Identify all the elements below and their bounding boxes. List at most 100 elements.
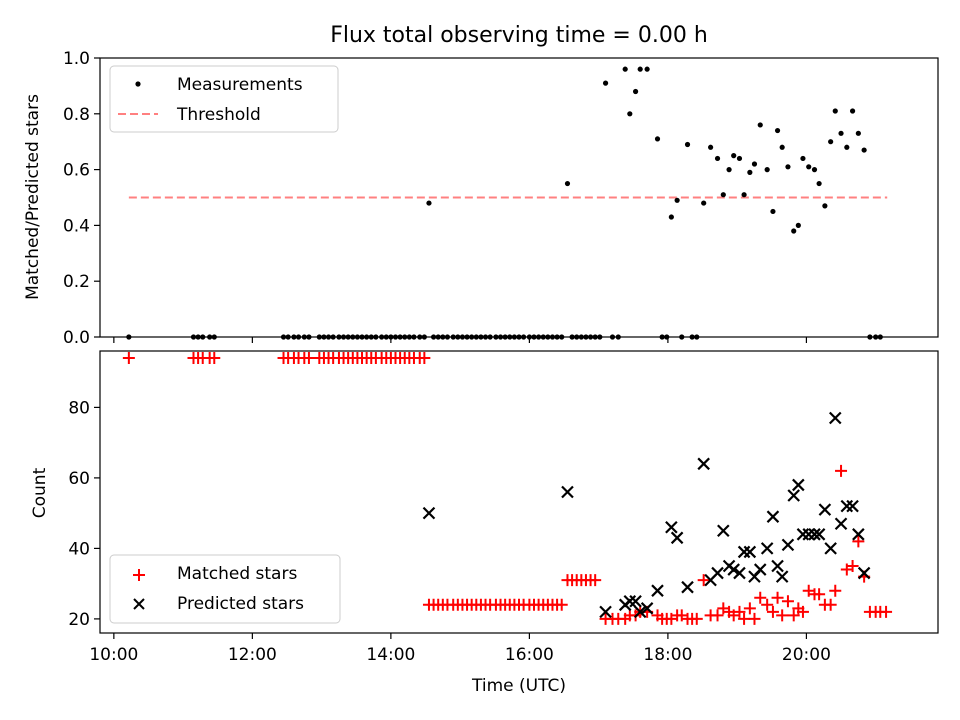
matched-star-point	[776, 609, 789, 622]
measurement-point	[602, 80, 609, 86]
predicted-star-point	[775, 570, 789, 583]
predicted-star-point	[640, 602, 654, 615]
matched-star-point	[589, 574, 602, 587]
top-legend-box	[109, 65, 339, 133]
top-y-tick-label: 0.8	[63, 105, 90, 125]
bottom-legend-box	[109, 554, 341, 624]
bottom-x-tick-label: 20:00	[782, 645, 831, 665]
measurement-point	[838, 130, 844, 136]
matched-star-point	[555, 598, 568, 611]
predicted-star-point	[665, 520, 678, 534]
bottom-x-tick-label: 14:00	[366, 645, 415, 665]
matched-star-point	[771, 591, 784, 604]
measurement-point	[714, 155, 721, 162]
bottom-marks	[122, 352, 893, 625]
measurement-point	[764, 167, 770, 173]
measurement-point	[622, 66, 628, 72]
predicted-star-point	[828, 411, 842, 425]
predicted-star-point	[846, 499, 859, 513]
matched-star-point	[754, 591, 767, 604]
matched-star-point	[766, 605, 779, 618]
measurement-point	[741, 192, 747, 198]
bottom-y-tick-label: 20	[68, 610, 90, 630]
matched-star-point	[711, 609, 724, 622]
bottom-y-tick-label: 80	[68, 398, 90, 418]
top-panel: 0.0 0.2 0.4 0.6 0.8 1.0 Matched/Predicted sta…	[23, 49, 939, 348]
predicted-star-point	[743, 545, 757, 559]
bottom-y-axis-label: Count	[30, 467, 50, 518]
matched-star-point	[208, 352, 221, 365]
predicted-star-point	[733, 566, 746, 580]
predicted-star-point	[753, 563, 767, 576]
predicted-star-point	[766, 510, 780, 523]
legend-matched-label: Matched stars	[177, 564, 297, 584]
predicted-star-point	[771, 559, 784, 573]
predicted-star-point	[760, 542, 774, 555]
bottom-legend: Matched stars Predicted stars	[109, 554, 341, 624]
bottom-x-tick-label: 16:00	[505, 645, 554, 665]
predicted-star-point	[629, 594, 642, 608]
predicted-star-point	[711, 566, 724, 580]
measurement-point	[828, 139, 834, 145]
predicted-star-point	[796, 528, 810, 541]
legend-matched-marker	[133, 569, 145, 581]
matched-star-point	[846, 560, 859, 573]
predicted-star-point	[737, 545, 751, 559]
measurement-point	[844, 144, 850, 150]
legend-threshold-label: Threshold	[176, 105, 261, 125]
legend-measurements-marker	[135, 81, 141, 87]
predicted-star-point	[670, 531, 684, 545]
predicted-star-point	[717, 524, 730, 538]
x-axis-label: Time (UTC)	[471, 676, 566, 696]
matched-star-point	[835, 464, 848, 477]
predicted-star-point	[787, 489, 800, 502]
matched-star-point	[748, 612, 761, 625]
predicted-star-point	[623, 594, 637, 608]
figure-title: Flux total observing time = 0.00 h	[330, 23, 708, 48]
predicted-star-point	[792, 478, 805, 492]
predicted-star-point	[818, 503, 832, 516]
matched-star-point	[122, 352, 135, 365]
measurement-point	[627, 111, 633, 117]
measurement-point	[644, 66, 650, 72]
measurement-point	[785, 164, 791, 170]
measurement-point	[811, 167, 818, 173]
measurement-point	[751, 161, 758, 167]
measurement-point	[674, 197, 680, 203]
top-y-tick-label: 1.0	[63, 49, 90, 69]
predicted-star-point	[633, 605, 647, 619]
legend-predicted-label: Predicted stars	[177, 594, 304, 614]
measurement-point	[736, 155, 743, 162]
measurement-point	[637, 66, 643, 72]
predicted-star-point	[727, 563, 740, 576]
predicted-star-point	[840, 499, 854, 513]
predicted-star-point	[697, 457, 710, 471]
predicted-star-point	[808, 528, 821, 541]
top-y-tick-label: 0.2	[63, 272, 90, 292]
legend-measurements-label: Measurements	[177, 75, 303, 95]
matched-star-point	[880, 605, 893, 618]
measurement-point	[684, 141, 691, 148]
measurement-point	[795, 222, 801, 228]
measurement-point	[822, 203, 828, 209]
measurement-point	[855, 130, 861, 136]
predicted-star-point	[561, 485, 574, 499]
measurement-point	[426, 200, 432, 206]
matched-star-point	[733, 605, 746, 618]
bottom-axes-frame	[99, 350, 939, 634]
measurement-point	[849, 108, 856, 114]
top-axes-frame	[99, 57, 939, 338]
measurement-point	[720, 192, 726, 198]
measurement-point	[708, 144, 714, 150]
measurement-point	[701, 200, 707, 206]
measurement-point	[668, 214, 674, 220]
measurement-point	[654, 136, 661, 142]
matched-star-point	[787, 609, 800, 622]
measurement-point	[564, 180, 571, 187]
measurement-point	[757, 122, 763, 128]
top-y-tick-label: 0.0	[63, 328, 90, 348]
matched-star-point	[824, 598, 837, 611]
legend-predicted-marker	[133, 598, 145, 610]
matched-star-point	[796, 605, 809, 618]
